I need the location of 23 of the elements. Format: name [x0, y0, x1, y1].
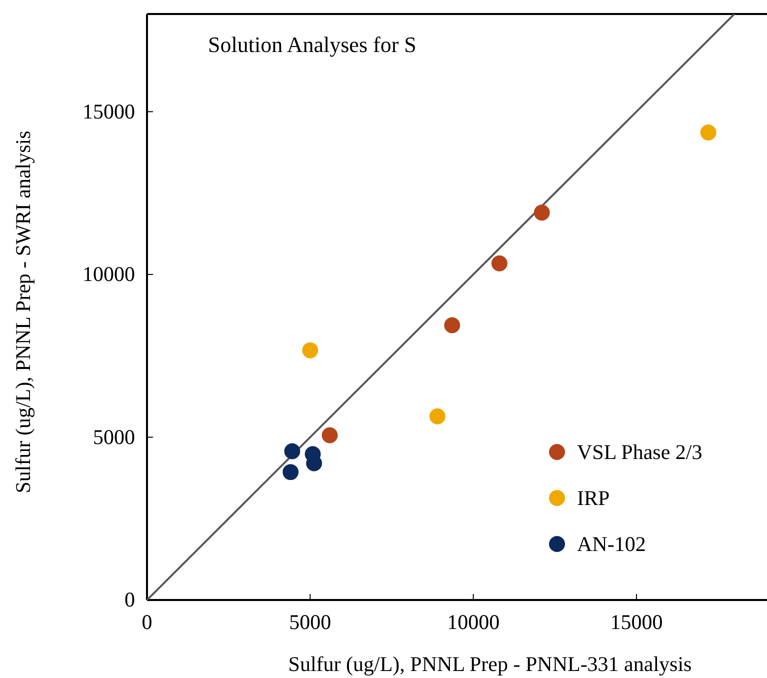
- x-tick-label: 15000: [610, 610, 663, 634]
- x-axis-title: Sulfur (ug/L), PNNL Prep - PNNL-331 analysis: [288, 652, 692, 676]
- y-tick-label: 0: [124, 588, 135, 612]
- point: [444, 317, 460, 334]
- x-tick-label: 10000: [447, 610, 500, 634]
- x-tick-label: 5000: [289, 610, 332, 634]
- text: Solution Analyses for S: [208, 32, 416, 57]
- point: [302, 342, 318, 358]
- y-axis-title: Sulfur (ug/L), PNNL Prep - SWRI analysis: [11, 130, 35, 494]
- x-tick-label: 0: [142, 610, 152, 634]
- point: [429, 408, 446, 424]
- point: [491, 255, 508, 272]
- point: [534, 204, 550, 221]
- point: [282, 464, 299, 480]
- point: [322, 427, 338, 444]
- point: [284, 443, 300, 460]
- legend-label: VSL Phase 2/3: [577, 440, 702, 464]
- legend-label: AN-102: [577, 532, 646, 556]
- legend-label: IRP: [577, 486, 610, 510]
- point: [700, 124, 716, 140]
- y-tick-label: 5000: [93, 424, 135, 449]
- y-tick-label: 15000: [82, 99, 135, 124]
- y-tick-label: 10000: [82, 262, 135, 286]
